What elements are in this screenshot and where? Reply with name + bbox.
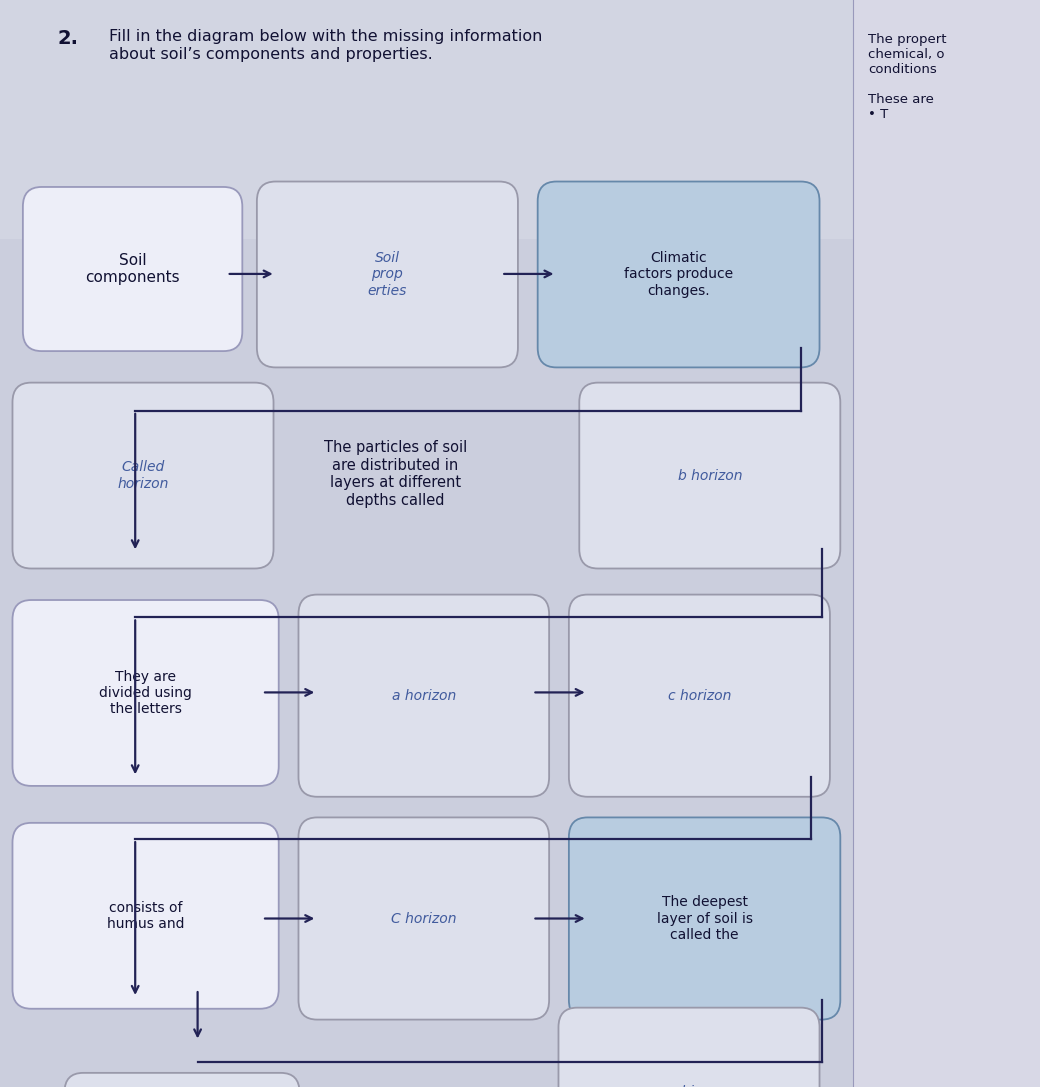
FancyBboxPatch shape	[12, 383, 274, 569]
Text: c horizon: c horizon	[668, 689, 731, 702]
FancyBboxPatch shape	[23, 187, 242, 351]
FancyBboxPatch shape	[569, 817, 840, 1020]
FancyBboxPatch shape	[579, 383, 840, 569]
Text: The particles of soil
are distributed in
layers at different
depths called: The particles of soil are distributed in…	[323, 440, 467, 508]
Text: 2.: 2.	[57, 29, 78, 48]
Text: Soil
components: Soil components	[85, 253, 180, 285]
FancyBboxPatch shape	[298, 817, 549, 1020]
FancyBboxPatch shape	[0, 0, 853, 1087]
FancyBboxPatch shape	[12, 823, 279, 1009]
Text: The deepest
layer of soil is
called the: The deepest layer of soil is called the	[656, 896, 753, 941]
Text: whi...: whi...	[671, 1086, 707, 1087]
Text: Fill in the diagram below with the missing information
about soil’s components a: Fill in the diagram below with the missi…	[109, 29, 543, 62]
Text: Soil
prop
erties: Soil prop erties	[368, 251, 407, 298]
Text: They are
divided using
the letters: They are divided using the letters	[99, 670, 192, 716]
FancyBboxPatch shape	[569, 595, 830, 797]
Text: b horizon: b horizon	[677, 468, 743, 483]
FancyBboxPatch shape	[298, 595, 549, 797]
Text: a horizon: a horizon	[392, 689, 456, 702]
Text: Climatic
factors produce
changes.: Climatic factors produce changes.	[624, 251, 733, 298]
FancyBboxPatch shape	[538, 182, 820, 367]
FancyBboxPatch shape	[257, 182, 518, 367]
Text: Called
horizon: Called horizon	[118, 461, 168, 490]
FancyBboxPatch shape	[12, 600, 279, 786]
FancyBboxPatch shape	[853, 0, 1040, 1087]
Text: C horizon: C horizon	[391, 912, 457, 925]
FancyBboxPatch shape	[0, 0, 853, 239]
Text: The propert
chemical, o
conditions

These are
• T: The propert chemical, o conditions These…	[868, 33, 946, 121]
Text: consists of
humus and: consists of humus and	[107, 901, 184, 930]
FancyBboxPatch shape	[64, 1073, 300, 1087]
FancyBboxPatch shape	[558, 1008, 820, 1087]
